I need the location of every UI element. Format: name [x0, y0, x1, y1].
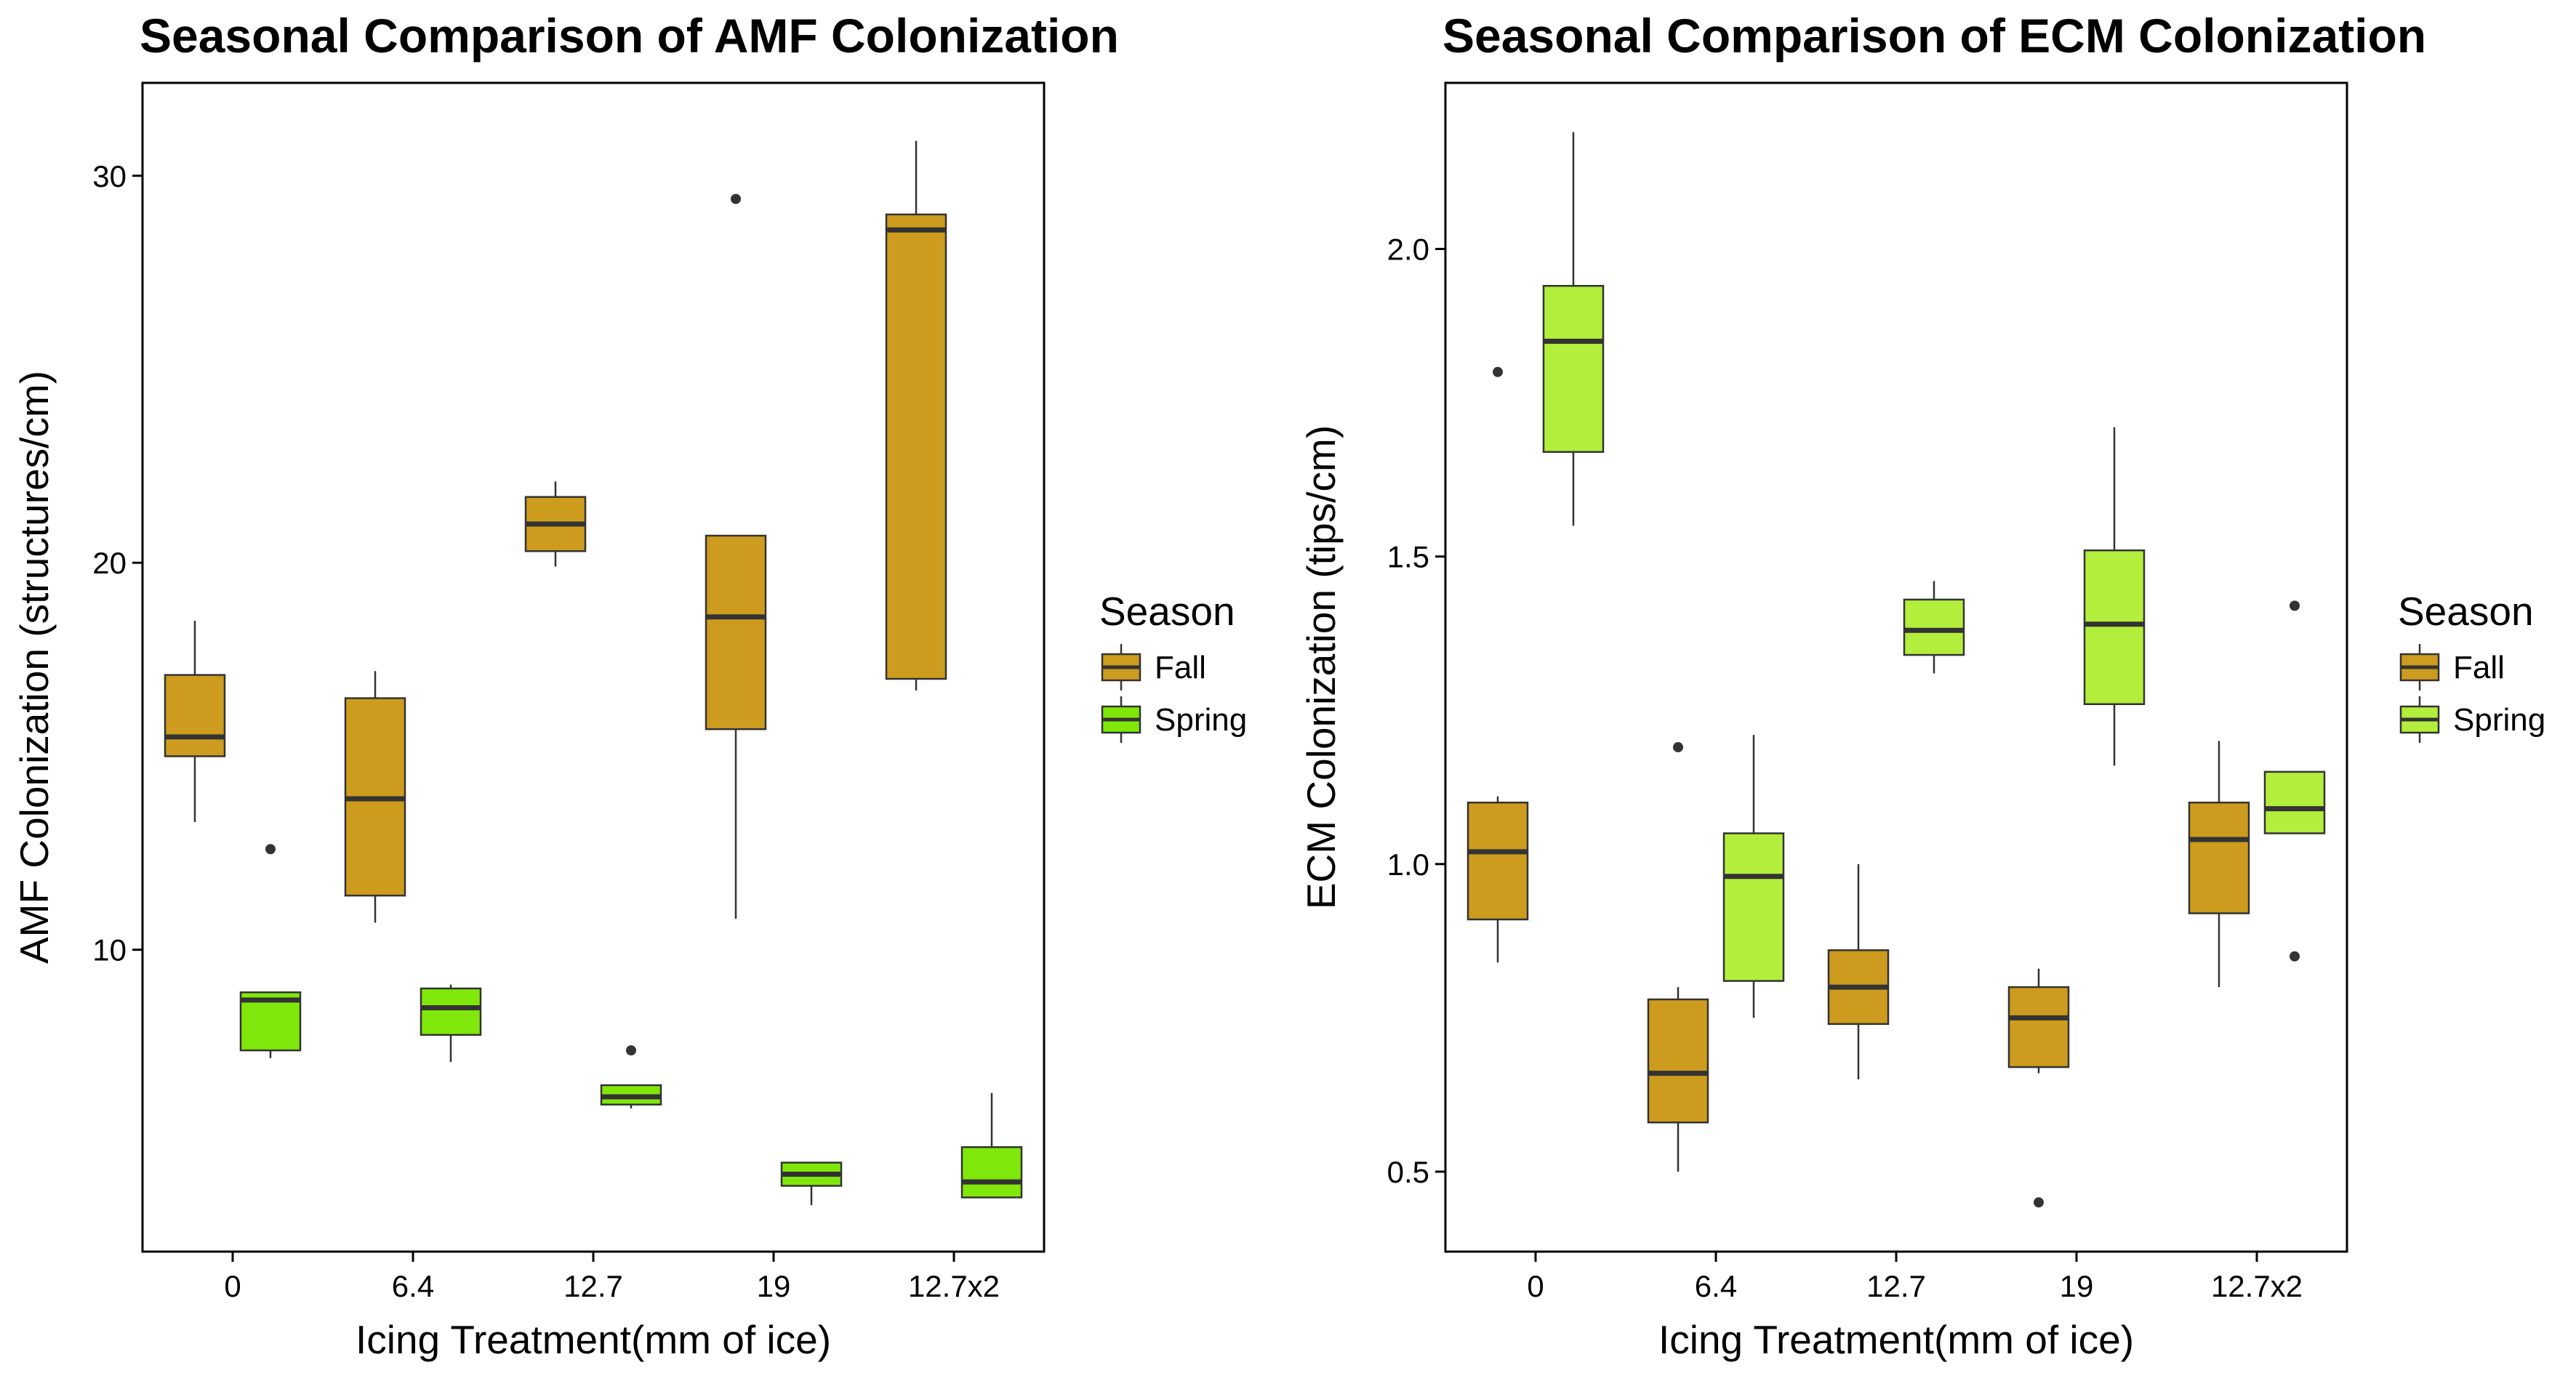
amf-box-spring-2 — [600, 1045, 662, 1108]
ecm-legend: Season Fall Spring — [2398, 589, 2545, 743]
outlier-point — [731, 193, 741, 204]
amf-box-fall-0 — [164, 621, 226, 822]
amf-box-spring-4 — [960, 1092, 1023, 1199]
ecm-x-axis-label: Icing Treatment(mm of ice) — [1658, 1317, 2134, 1362]
amf-box-fall-2 — [524, 481, 587, 567]
x-tick-label: 12.7x2 — [2211, 1269, 2303, 1303]
y-tick-label: 1.0 — [1387, 847, 1429, 882]
x-tick-label: 19 — [757, 1269, 791, 1303]
box-body — [1903, 598, 1965, 656]
box-body — [2083, 549, 2146, 706]
ecm-box-fall-4 — [2188, 741, 2250, 988]
amf-box-layer — [164, 140, 1023, 1206]
box-body — [2263, 770, 2326, 834]
ecm-chart-title: Seasonal Comparison of ECM Colonization — [1443, 9, 2426, 63]
x-tick-label: 12.7x2 — [908, 1269, 1000, 1303]
outlier-point — [2034, 1197, 2044, 1208]
outlier-point — [1673, 742, 1683, 753]
amf-box-spring-3 — [780, 1161, 843, 1206]
box-body — [960, 1145, 1023, 1199]
outlier-point — [1493, 366, 1503, 377]
amf-legend-items: Fall Spring — [1101, 644, 1247, 743]
amf-chart-title: Seasonal Comparison of AMF Colonization — [140, 9, 1119, 63]
ecm-box-spring-4 — [2263, 600, 2326, 962]
box-body — [885, 213, 947, 680]
box-body — [2188, 801, 2250, 914]
outlier-point — [2290, 600, 2300, 611]
amf-legend-item-spring: Spring — [1101, 696, 1247, 743]
amf-y-axis-label: AMF Colonization (structures/cm) — [12, 371, 57, 964]
outlier-point — [2290, 951, 2300, 962]
box-body — [164, 674, 226, 757]
ecm-legend-title: Season — [2398, 589, 2534, 634]
legend-label: Spring — [2453, 702, 2545, 738]
ecm-box-fall-3 — [2007, 968, 2070, 1208]
y-tick-label: 20 — [92, 546, 127, 580]
ecm-box-fall-2 — [1827, 863, 1890, 1080]
ecm-box-spring-1 — [1722, 735, 1785, 1018]
box-body — [1542, 285, 1605, 454]
ecm-box-fall-1 — [1647, 742, 1709, 1172]
amf-legend-title: Season — [1099, 589, 1235, 634]
y-tick-label: 2.0 — [1387, 233, 1429, 267]
ecm-plot-frame — [1444, 81, 2348, 1253]
box-body — [705, 534, 767, 730]
amf-box-fall-1 — [344, 671, 406, 923]
box-body — [2007, 986, 2070, 1068]
ecm-box-spring-0 — [1542, 132, 1605, 526]
amf-y-axis: 10 20 30 — [92, 159, 143, 967]
amf-box-spring-1 — [420, 984, 482, 1063]
x-tick-label: 12.7 — [563, 1269, 623, 1303]
y-tick-label: 30 — [92, 159, 127, 193]
x-tick-label: 19 — [2060, 1269, 2094, 1303]
x-tick-label: 6.4 — [392, 1269, 434, 1303]
ecm-y-axis: 0.5 1.0 1.5 2.0 — [1387, 233, 1445, 1189]
ecm-x-axis: 0 6.4 12.7 19 12.7x2 — [1527, 1252, 2303, 1303]
outlier-point — [265, 844, 276, 855]
legend-label: Fall — [2453, 650, 2505, 685]
ecm-legend-items: Fall Spring — [2399, 644, 2545, 743]
legend-label: Fall — [1155, 650, 1206, 685]
y-tick-label: 10 — [92, 933, 127, 967]
amf-legend-item-fall: Fall — [1101, 644, 1206, 690]
amf-box-fall-4 — [885, 140, 947, 690]
ecm-box-spring-3 — [2083, 427, 2146, 766]
box-body — [1722, 832, 1785, 982]
y-tick-label: 1.5 — [1387, 540, 1429, 574]
amf-box-spring-0 — [239, 844, 302, 1058]
x-tick-label: 0 — [224, 1269, 241, 1303]
ecm-legend-item-fall: Fall — [2399, 644, 2505, 690]
x-tick-label: 6.4 — [1695, 1269, 1737, 1303]
outlier-point — [626, 1045, 636, 1056]
ecm-y-axis-label: ECM Colonization (tips/cm) — [1299, 425, 1344, 909]
amf-legend: Season Fall Spring — [1099, 589, 1247, 743]
ecm-chart-panel: Seasonal Comparison of ECM Colonization … — [1299, 9, 2545, 1362]
legend-label: Spring — [1155, 702, 1247, 738]
x-tick-label: 0 — [1527, 1269, 1544, 1303]
x-tick-label: 12.7 — [1866, 1269, 1926, 1303]
ecm-box-layer — [1466, 132, 2326, 1208]
box-body — [1466, 801, 1529, 921]
box-body — [1647, 998, 1709, 1124]
amf-x-axis-label: Icing Treatment(mm of ice) — [356, 1317, 831, 1362]
amf-x-axis: 0 6.4 12.7 19 12.7x2 — [224, 1252, 1000, 1303]
y-tick-label: 0.5 — [1387, 1155, 1429, 1189]
ecm-box-fall-0 — [1466, 366, 1529, 963]
ecm-legend-item-spring: Spring — [2399, 696, 2545, 743]
amf-box-fall-3 — [705, 193, 767, 919]
box-body — [420, 987, 482, 1036]
ecm-box-spring-2 — [1903, 581, 1965, 674]
amf-chart-panel: Seasonal Comparison of AMF Colonization … — [12, 9, 1247, 1362]
